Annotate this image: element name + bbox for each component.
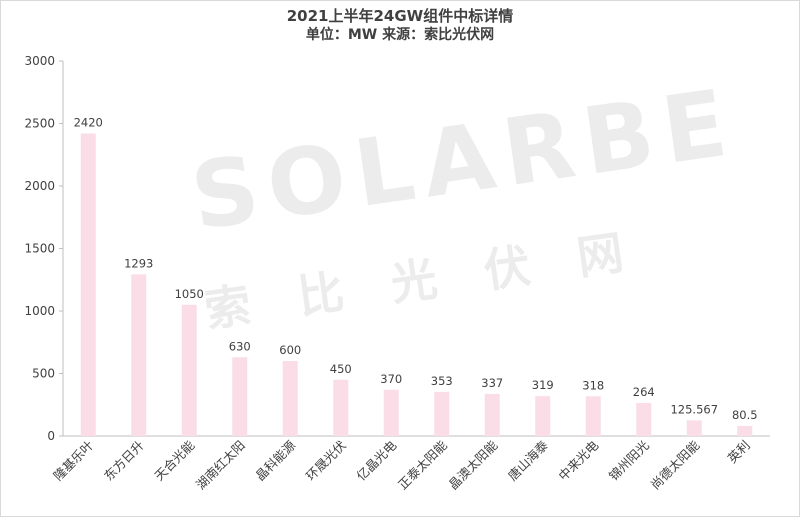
y-tick-label: 0 <box>47 429 55 443</box>
y-tick-label: 1500 <box>24 242 55 256</box>
bar-value-label: 450 <box>330 362 352 376</box>
y-tick-label: 2000 <box>24 179 55 193</box>
bar-value-label: 600 <box>279 343 301 357</box>
x-category-label: 尚德太阳能 <box>648 437 703 492</box>
y-tick-label: 1000 <box>24 304 55 318</box>
bar-value-label: 353 <box>431 374 453 388</box>
x-category-label: 正泰太阳能 <box>395 437 450 492</box>
bar <box>232 357 248 436</box>
bar-value-label: 370 <box>380 372 402 386</box>
x-category-label: 晶科能源 <box>252 437 298 483</box>
y-tick-label: 500 <box>32 367 55 381</box>
bar <box>585 396 601 436</box>
bar-value-label: 1293 <box>124 256 153 270</box>
x-category-label: 英利 <box>725 438 753 466</box>
y-tick-label: 2500 <box>24 117 55 131</box>
bar <box>131 274 147 436</box>
x-category-label: 天合光能 <box>151 437 197 483</box>
x-category-label: 亿晶光电 <box>353 437 399 483</box>
bar <box>383 389 399 436</box>
bar-value-label: 630 <box>229 339 251 353</box>
bar <box>333 379 349 436</box>
x-category-label: 晶澳太阳能 <box>446 437 501 492</box>
chart-subtitle: 单位：MW 来源：索比光伏网 <box>305 27 495 43</box>
bar <box>686 420 702 436</box>
chart-title-block: 2021上半年24GW组件中标详情 单位：MW 来源：索比光伏网 <box>0 6 800 45</box>
x-category-label: 中来光电 <box>555 437 601 483</box>
bar-value-label: 337 <box>481 376 503 390</box>
x-category-label: 隆基乐叶 <box>50 437 96 483</box>
x-category-label: 锦州阳光 <box>606 438 652 484</box>
bar <box>181 304 197 436</box>
bar <box>535 396 551 436</box>
bar-value-label: 318 <box>582 378 604 392</box>
bar <box>282 361 298 436</box>
y-tick-label: 3000 <box>24 54 55 68</box>
bar <box>737 425 753 436</box>
bar-value-label: 2420 <box>74 116 103 130</box>
x-category-label: 唐山海泰 <box>505 437 551 483</box>
x-category-label: 环晟光伏 <box>303 437 349 483</box>
x-category-label: 湖南红太阳 <box>193 438 248 493</box>
bar-value-label: 319 <box>532 378 554 392</box>
bar-value-label: 264 <box>633 385 655 399</box>
bar-value-label: 125.567 <box>670 402 718 416</box>
x-category-label: 东方日升 <box>101 438 147 484</box>
bar <box>434 391 450 436</box>
bar <box>636 403 652 436</box>
bar <box>80 133 96 436</box>
chart-title: 2021上半年24GW组件中标详情 <box>286 7 514 25</box>
bar <box>484 393 500 436</box>
bar-value-label: 80.5 <box>732 408 758 422</box>
bar-value-label: 1050 <box>175 287 204 301</box>
